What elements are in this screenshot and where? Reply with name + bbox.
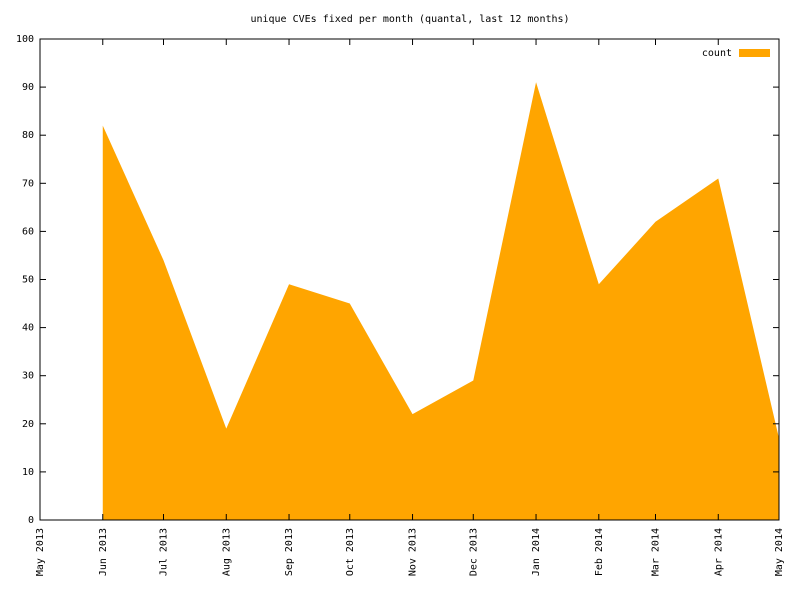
x-tick-label: Jul 2013 (159, 528, 170, 576)
y-tick-label: 80 (22, 130, 34, 141)
x-tick-label: Apr 2014 (713, 528, 724, 576)
y-tick-label: 10 (22, 467, 34, 478)
x-tick-label: Dec 2013 (468, 528, 479, 576)
y-tick-label: 60 (22, 226, 34, 237)
y-tick-label: 40 (22, 323, 34, 334)
x-tick-label: May 2013 (35, 528, 46, 576)
legend-label: count (702, 48, 732, 59)
x-tick-label: Oct 2013 (345, 528, 356, 576)
y-tick-label: 20 (22, 419, 34, 430)
x-tick-label: Sep 2013 (284, 528, 295, 576)
x-tick-label: Jun 2013 (98, 528, 109, 576)
chart-title: unique CVEs fixed per month (quantal, la… (250, 14, 569, 25)
x-tick-label: Mar 2014 (650, 528, 661, 576)
y-tick-label: 0 (28, 515, 34, 526)
legend-swatch (739, 49, 770, 57)
y-tick-label: 90 (22, 82, 34, 93)
x-tick-label: Aug 2013 (221, 528, 232, 576)
x-tick-label: May 2014 (774, 528, 785, 576)
y-tick-label: 70 (22, 178, 34, 189)
area (102, 82, 779, 520)
y-tick-label: 30 (22, 371, 34, 382)
x-tick-label: Jan 2014 (531, 528, 542, 576)
x-tick-label: Feb 2014 (594, 528, 605, 576)
y-tick-label: 50 (22, 275, 34, 286)
y-tick-label: 100 (16, 34, 34, 45)
x-tick-label: Nov 2013 (408, 528, 419, 576)
